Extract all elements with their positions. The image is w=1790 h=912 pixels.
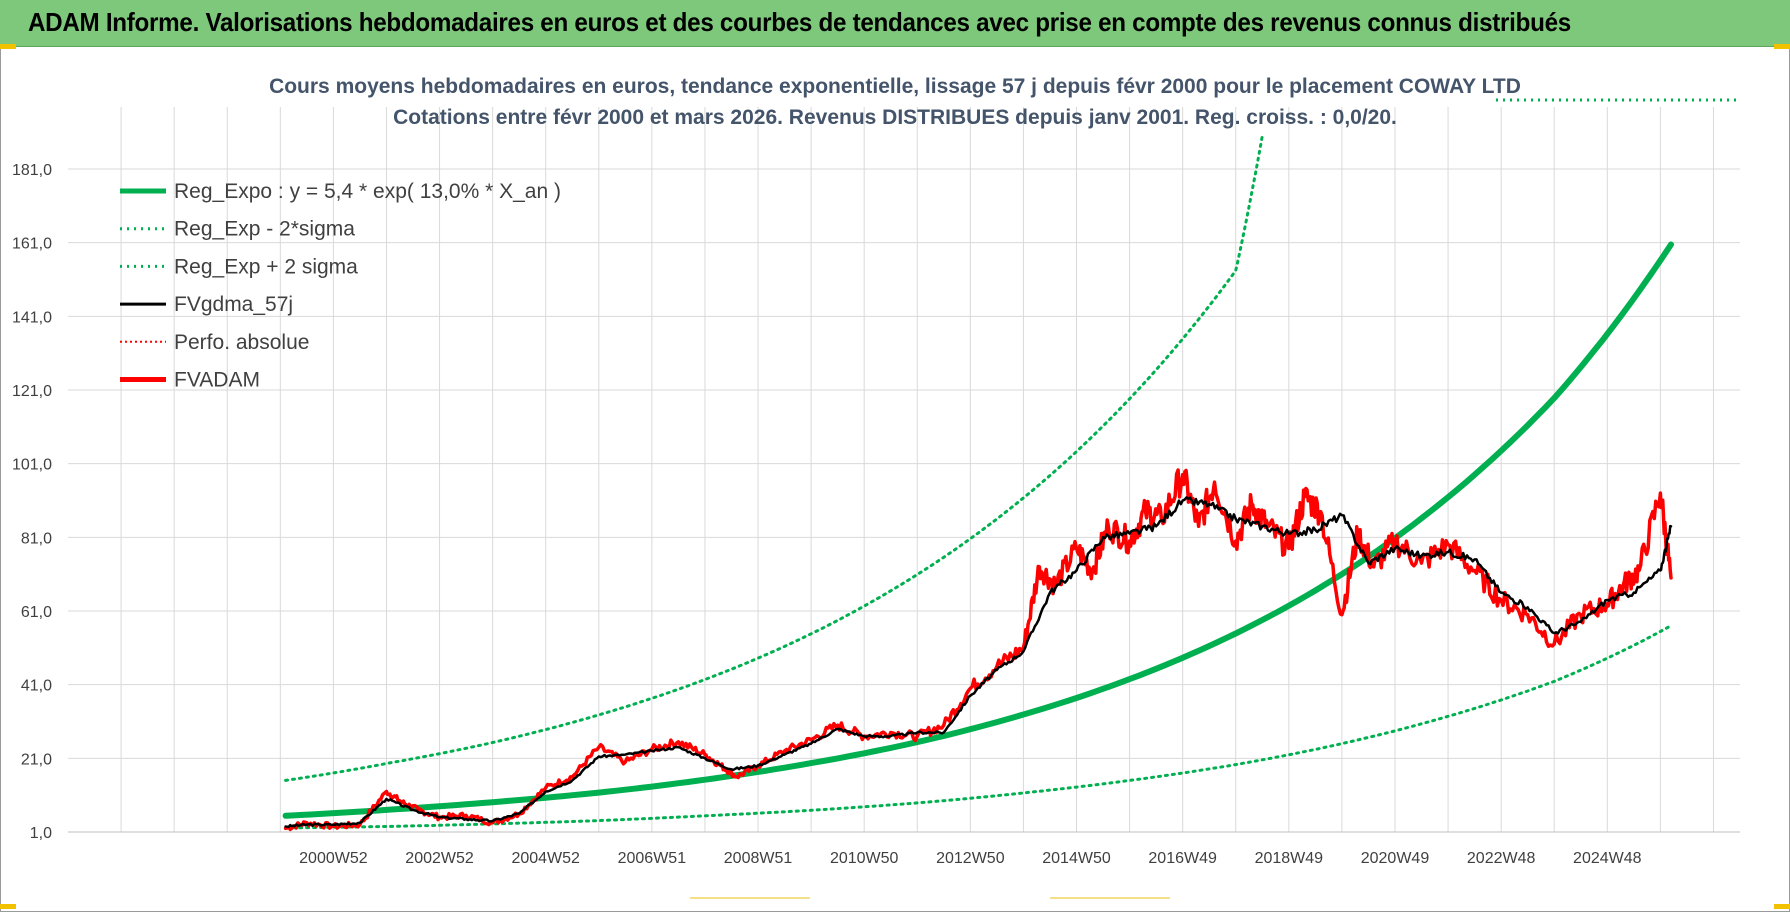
gridlines (68, 107, 1740, 833)
x-tick-label: 2024W48 (1573, 850, 1642, 867)
axes: 1,0 21,0 41,0 61,0 81,0 101,0 121,0 141,0 161,0 1… (12, 162, 1740, 867)
x-tick-label: 2022W48 (1467, 850, 1536, 867)
chart-title-line-2: Cotations entre févr 2000 et mars 2026. … (393, 106, 1397, 129)
x-tick-label: 2012W50 (936, 850, 1005, 867)
title-banner: ADAM Informe. Valorisations hebdomadaire… (0, 0, 1790, 47)
series-line-fvadam (283, 468, 1673, 832)
x-tick-label: 2004W52 (511, 850, 580, 867)
corner-mark-bottom-left (0, 904, 16, 909)
chart-svg: 1,0 21,0 41,0 61,0 81,0 101,0 121,0 141,0 161,0 1… (12, 75, 1740, 867)
bottom-accent-2 (1050, 897, 1170, 899)
y-tick-label: 1,0 (30, 825, 52, 842)
y-tick-label: 121,0 (12, 383, 52, 400)
x-tick-label: 2016W49 (1148, 850, 1217, 867)
legend-label: Reg_Expo : y = 5,4 * exp( 13,0% * X_an ) (174, 180, 561, 203)
y-tick-label: 81,0 (21, 530, 52, 547)
x-tick-label: 2000W52 (299, 850, 368, 867)
x-tick-label: 2014W50 (1042, 850, 1111, 867)
series-line-reg-exp-2-sigma (284, 624, 1673, 830)
legend-label: FVgdma_57j (174, 293, 293, 316)
legend-label: Perfo. absolue (174, 331, 309, 354)
y-tick-label: 181,0 (12, 162, 52, 179)
y-tick-label: 141,0 (12, 309, 52, 326)
y-tick-label: 101,0 (12, 457, 52, 474)
x-tick-label: 2002W52 (405, 850, 474, 867)
legend-label: Reg_Exp + 2 sigma (174, 255, 358, 278)
series-layer (282, 98, 1740, 832)
x-tick-label: 2008W51 (724, 850, 793, 867)
legend-label: FVADAM (174, 369, 260, 392)
corner-mark-left (0, 44, 16, 49)
x-tick-label: 2020W49 (1361, 850, 1430, 867)
series-line-reg-expo (282, 241, 1674, 819)
y-tick-label: 21,0 (21, 751, 52, 768)
chart-title-line-1: Cours moyens hebdomadaires en euros, ten… (269, 75, 1521, 98)
x-tick-label: 2006W51 (618, 850, 687, 867)
y-tick-label: 161,0 (12, 236, 52, 253)
corner-mark-right (1774, 44, 1790, 49)
y-tick-label: 61,0 (21, 604, 52, 621)
banner-title: ADAM Informe. Valorisations hebdomadaire… (28, 7, 1571, 37)
corner-mark-bottom-right (1774, 904, 1790, 909)
legend-label: Reg_Exp - 2*sigma (174, 218, 355, 241)
series-line-fvgdma-57j (284, 496, 1673, 829)
x-tick-label: 2010W50 (830, 850, 899, 867)
series-line-reg-exp-2-sigma (284, 134, 1264, 782)
bottom-accent-1 (690, 897, 810, 899)
y-tick-label: 41,0 (21, 678, 52, 695)
x-tick-label: 2018W49 (1255, 850, 1324, 867)
legend: Reg_Expo : y = 5,4 * exp( 13,0% * X_an )… (120, 180, 561, 392)
